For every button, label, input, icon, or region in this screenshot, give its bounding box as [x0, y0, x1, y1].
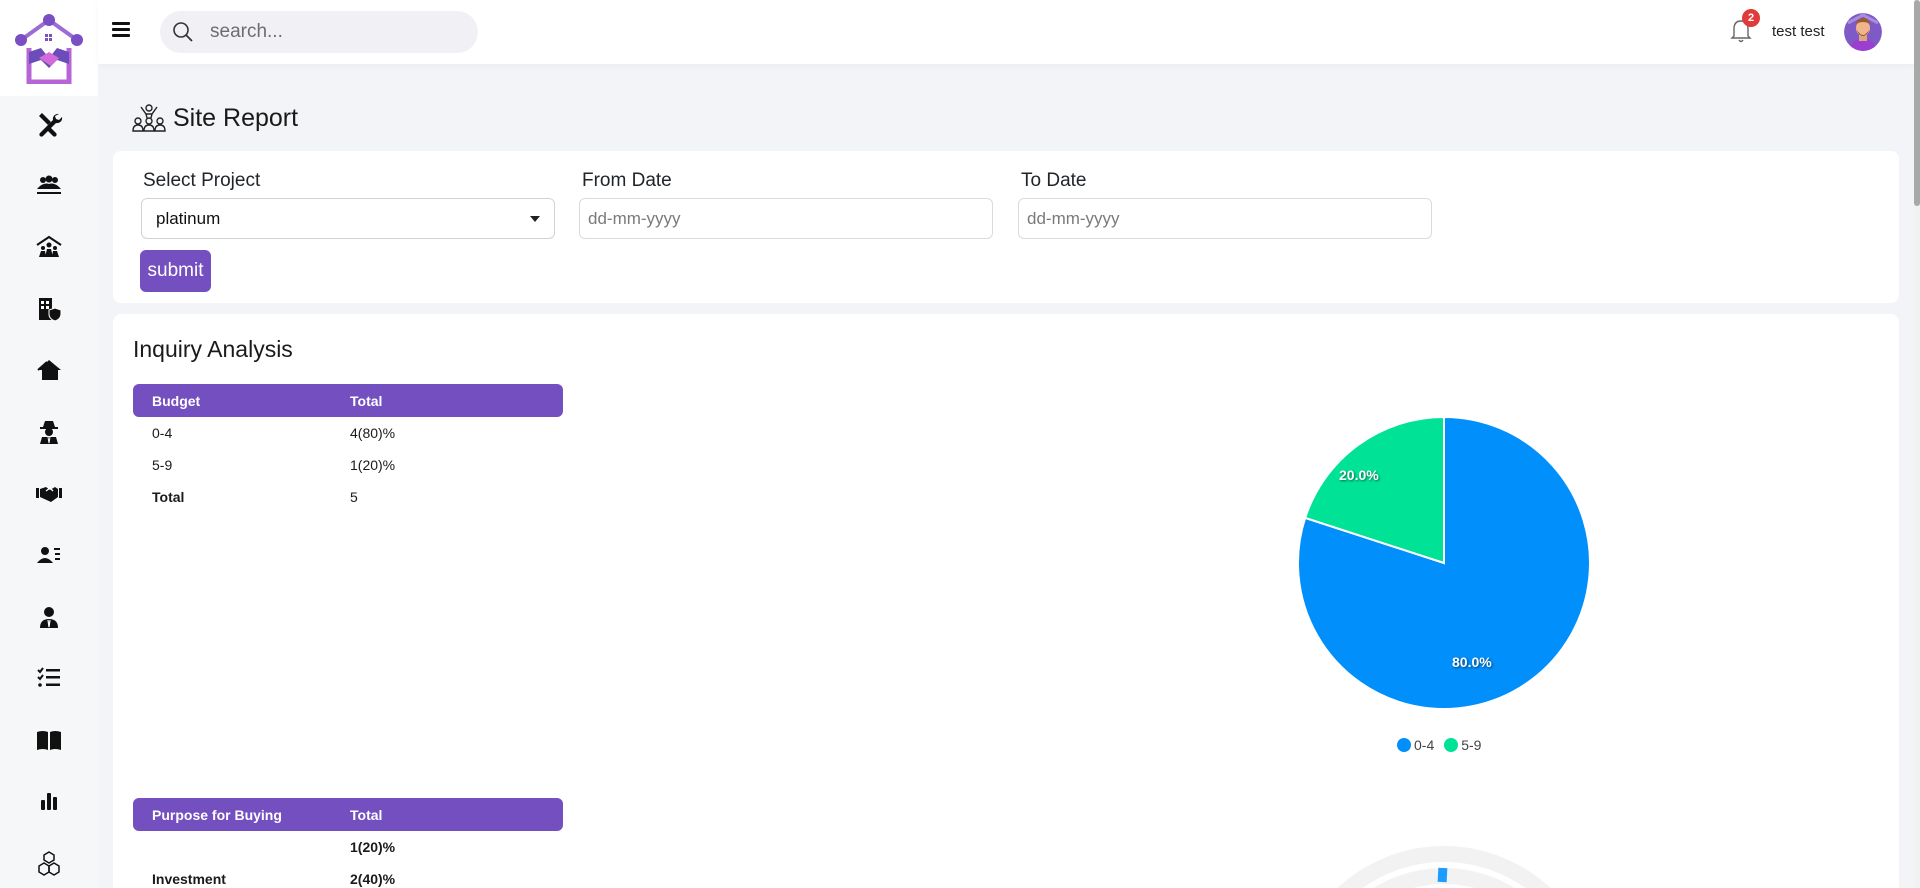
select-project-label: Select Project: [143, 170, 261, 191]
sidebar-item-deals[interactable]: [0, 473, 98, 513]
cell-total: 1(20)%: [350, 839, 396, 855]
sidebar-item-tasks[interactable]: [0, 658, 98, 698]
avatar-icon: [1844, 13, 1882, 51]
user-name[interactable]: test test: [1772, 23, 1825, 40]
notification-badge: 2: [1742, 9, 1760, 27]
sidebar-item-families[interactable]: [0, 227, 98, 267]
building-shield-icon: [39, 298, 62, 322]
table-row: 0-4 4(80)%: [133, 417, 563, 449]
tools-icon: [39, 113, 63, 137]
to-date-label: To Date: [1021, 170, 1087, 191]
search-box[interactable]: [160, 11, 478, 53]
page-title: Site Report: [131, 103, 298, 133]
legend-label: 5-9: [1461, 737, 1482, 753]
cell-total: 2(40)%: [350, 871, 396, 887]
sidebar-item-reports[interactable]: [0, 781, 98, 821]
column-header-purpose: Purpose for Buying: [152, 806, 282, 823]
table-row: Investment 2(40)%: [133, 863, 563, 888]
legend-marker: [1397, 738, 1411, 752]
avatar[interactable]: [1844, 13, 1882, 51]
cell-total: 1(20)%: [350, 457, 396, 473]
section-title: Inquiry Analysis: [133, 336, 293, 362]
table-row: 1(20)%: [133, 831, 563, 863]
user-tie-icon: [40, 607, 58, 628]
user-secret-icon: [40, 421, 58, 444]
table-row: 5-9 1(20)%: [133, 449, 563, 481]
column-header-total: Total: [350, 806, 383, 823]
users-group-icon: [37, 175, 61, 194]
sidebar-item-properties[interactable]: [0, 350, 98, 390]
cubes-icon: [38, 851, 60, 876]
logo[interactable]: [0, 0, 98, 96]
sidebar-item-documents[interactable]: [0, 720, 98, 760]
chevron-down-icon: [530, 216, 540, 222]
cell-total-value: 5: [350, 489, 358, 505]
page-title-text: Site Report: [173, 103, 299, 132]
table-total-row: Total 5: [133, 481, 563, 513]
from-date-input[interactable]: [579, 198, 993, 239]
radial-svg: [1337, 846, 1551, 888]
family-home-icon: [36, 235, 62, 257]
house-icon: [37, 360, 61, 380]
sidebar-item-inventory[interactable]: [0, 843, 98, 883]
menu-toggle-icon[interactable]: [112, 22, 130, 38]
project-select[interactable]: platinum: [141, 198, 555, 239]
column-header-total: Total: [350, 392, 383, 409]
column-header-budget: Budget: [152, 392, 201, 409]
cell-budget: 5-9: [152, 457, 173, 473]
legend-marker: [1444, 738, 1459, 752]
cell-total-label: Total: [152, 489, 185, 505]
table-header: Budget Total: [133, 384, 563, 417]
sidebar-item-contacts[interactable]: [0, 535, 98, 575]
people-cheering-icon: [132, 104, 166, 132]
filter-panel: Select Project platinum From Date To Dat…: [113, 151, 1899, 303]
pie-label-5-9: 20.0%: [1339, 467, 1379, 483]
radial-bar-series-1[interactable]: [1437, 867, 1448, 883]
sidebar-item-agents[interactable]: [0, 412, 98, 452]
legend-label: 0-4: [1414, 737, 1435, 753]
inquiry-analysis-panel: Inquiry Analysis Budget Total 0-4 4(80)%…: [113, 314, 1899, 888]
task-list-icon: [37, 667, 60, 687]
budget-table: Budget Total 0-4 4(80)% 5-9 1(20)% Total…: [133, 384, 563, 513]
handshake-icon: [36, 487, 62, 502]
sidebar-item-tools[interactable]: [0, 104, 98, 144]
search-icon: [173, 22, 193, 42]
contact-list-icon: [37, 547, 60, 563]
scrollbar-track[interactable]: [1914, 0, 1920, 888]
sidebar-item-users[interactable]: [0, 165, 98, 205]
budget-pie-chart: 20.0% 80.0%: [1290, 414, 1591, 714]
from-date-label: From Date: [582, 170, 672, 191]
sidebar-item-buildings[interactable]: [0, 289, 98, 329]
cell-budget: 0-4: [152, 425, 173, 441]
purpose-radial-chart: [1290, 842, 1590, 888]
pie-slice-5-9[interactable]: [1303, 415, 1445, 565]
book-open-icon: [37, 731, 61, 750]
pie-svg: [1297, 415, 1591, 710]
cell-purpose: Investment: [152, 871, 226, 887]
search-input[interactable]: [210, 21, 450, 43]
table-header: Purpose for Buying Total: [133, 798, 563, 831]
bar-chart-icon: [41, 793, 57, 810]
scrollbar-thumb[interactable]: [1914, 0, 1920, 206]
submit-button[interactable]: submit: [140, 250, 211, 292]
topbar: 2 test test: [98, 0, 1914, 64]
logo-icon: [15, 14, 83, 84]
sidebar-item-employees[interactable]: [0, 597, 98, 637]
to-date-input[interactable]: [1018, 198, 1432, 239]
project-select-value: platinum: [156, 208, 221, 228]
cell-total: 4(80)%: [350, 425, 396, 441]
legend-item-0-4[interactable]: 0-4: [1397, 737, 1434, 753]
pie-legend: 0-4 5-9: [1397, 737, 1491, 753]
legend-item-5-9[interactable]: 5-9: [1444, 737, 1481, 753]
pie-label-0-4: 80.0%: [1452, 654, 1492, 670]
sidebar: [0, 0, 98, 888]
purpose-table: Purpose for Buying Total 1(20)% Investme…: [133, 798, 563, 888]
